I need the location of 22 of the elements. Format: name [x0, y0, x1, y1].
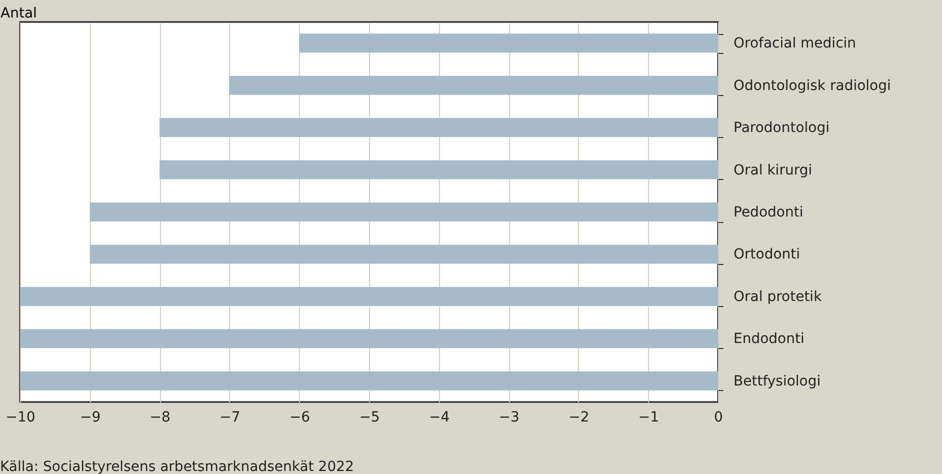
y-tick-label: Pedodonti	[734, 204, 804, 220]
y-tick-label: Oral protetik	[734, 288, 823, 305]
y-tick-label: Ortodonti	[734, 246, 800, 263]
text: Källa: Socialstyrelsens arbetsmarknadsenkät 2022	[0, 459, 354, 474]
y-tick-label: Bettfysiologi	[734, 373, 821, 390]
x-tick-label: −3	[498, 410, 520, 426]
x-tick-label: −4	[428, 410, 450, 426]
y-tick-label: Parodontologi	[734, 120, 830, 136]
x-tick-label: 0	[714, 410, 723, 426]
y-tick-label: Odontologisk radiologi	[734, 78, 891, 94]
y-tick-label: Oral kirurgi	[734, 162, 812, 178]
x-tick-label: −10	[6, 410, 36, 426]
x-axis-title: Antal	[0, 6, 37, 22]
x-tick-label: −1	[638, 410, 660, 426]
x-tick-label: −2	[568, 410, 590, 426]
x-tick-label: −5	[359, 410, 380, 426]
x-tick-label: −7	[220, 410, 240, 426]
y-tick-label: Endodonti	[734, 331, 804, 348]
x-tick-label: −6	[289, 410, 310, 426]
y-tick-label: Orofacial medicin	[734, 36, 856, 52]
x-tick-label: −9	[80, 410, 101, 426]
x-tick-label: −8	[150, 410, 170, 426]
